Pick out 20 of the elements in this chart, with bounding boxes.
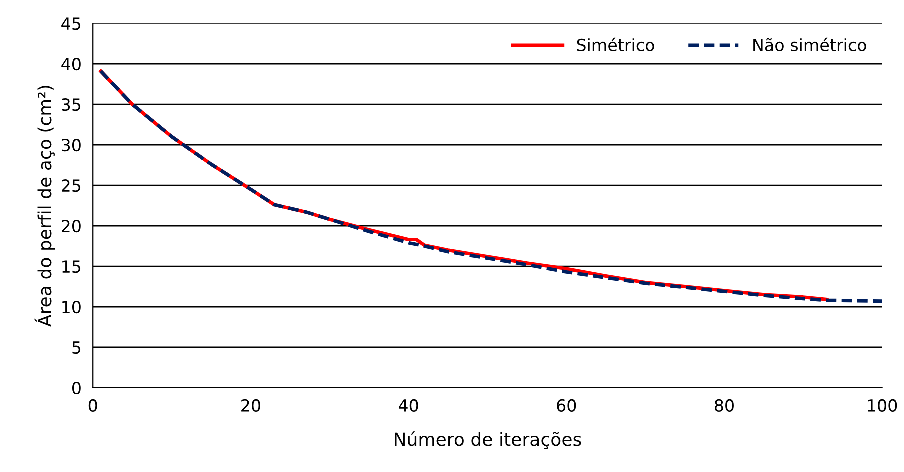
legend-label: Simétrico <box>577 38 654 52</box>
y-tick-label: 15 <box>62 260 81 274</box>
x-tick-label: 40 <box>399 399 418 412</box>
x-axis-title: Número de iterações <box>395 432 582 450</box>
y-tick-label: 5 <box>72 342 81 354</box>
x-tick-label: 100 <box>868 399 898 412</box>
y-tick-label: 40 <box>62 58 81 71</box>
y-axis-title: Área do perfil de aço (cm²) <box>34 86 56 327</box>
y-tick-label: 10 <box>62 300 81 314</box>
y-tick-label: 30 <box>62 139 81 152</box>
y-tick-label: 45 <box>62 18 81 30</box>
y-tick-label: 0 <box>72 382 81 395</box>
x-tick-label: 20 <box>242 399 260 412</box>
x-tick-label: 60 <box>557 399 576 412</box>
legend-label: Não simétrico <box>754 38 866 52</box>
y-tick-label: 35 <box>62 98 81 112</box>
x-tick-label: 80 <box>714 399 734 412</box>
y-tick-label: 25 <box>62 180 81 192</box>
x-tick-label: 0 <box>88 399 98 412</box>
y-tick-label: 20 <box>62 220 81 233</box>
